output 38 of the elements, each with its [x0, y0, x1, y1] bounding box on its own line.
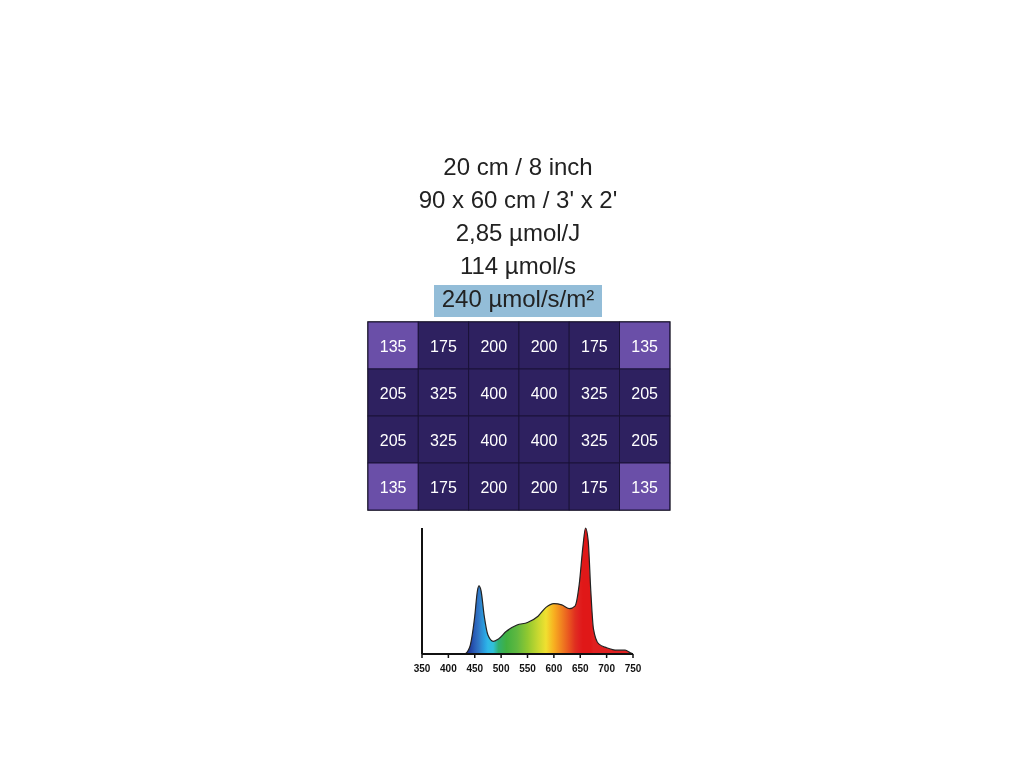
data-label: 175 — [430, 337, 457, 355]
data-label: 400 — [530, 384, 558, 402]
text: 90 x 60 cm / 3' x 2' — [418, 186, 618, 213]
x-tick-label: 350 — [413, 663, 431, 674]
data-label: 135 — [631, 337, 659, 355]
data-label: 325 — [430, 431, 457, 449]
data-label: 205 — [631, 431, 659, 449]
data-label: 135 — [631, 478, 659, 496]
x-tick-label: 650 — [571, 663, 590, 674]
data-label: 175 — [430, 478, 457, 496]
x-tick-label: 550 — [519, 663, 537, 674]
data-label: 200 — [480, 337, 508, 355]
x-tick-label: 600 — [545, 663, 563, 674]
data-label: 135 — [379, 337, 407, 355]
data-label: 205 — [379, 384, 407, 402]
text: 114 µmol/s — [459, 252, 577, 279]
text: 20 cm / 8 inch — [443, 153, 593, 180]
x-tick-label: 450 — [466, 663, 484, 674]
data-label: 135 — [379, 478, 407, 496]
data-label: 200 — [530, 478, 558, 496]
data-label: 175 — [581, 337, 608, 355]
x-tick-label: 700 — [598, 663, 616, 674]
data-label: 325 — [581, 431, 608, 449]
data-label: 400 — [530, 431, 558, 449]
data-label: 400 — [480, 384, 508, 402]
data-label: 175 — [581, 478, 608, 496]
data-label: 325 — [430, 384, 457, 402]
data-label: 400 — [480, 431, 508, 449]
data-label: 205 — [379, 431, 407, 449]
data-label: 200 — [530, 337, 558, 355]
text: 240 µmol/s/m² — [441, 285, 595, 312]
data-label: 205 — [631, 384, 659, 402]
x-tick-label: 400 — [440, 663, 458, 674]
x-tick-label: 750 — [624, 663, 642, 674]
data-label: 200 — [480, 478, 508, 496]
data-label: 325 — [581, 384, 608, 402]
x-tick-label: 500 — [492, 663, 510, 674]
text: 2,85 µmol/J — [455, 219, 581, 246]
